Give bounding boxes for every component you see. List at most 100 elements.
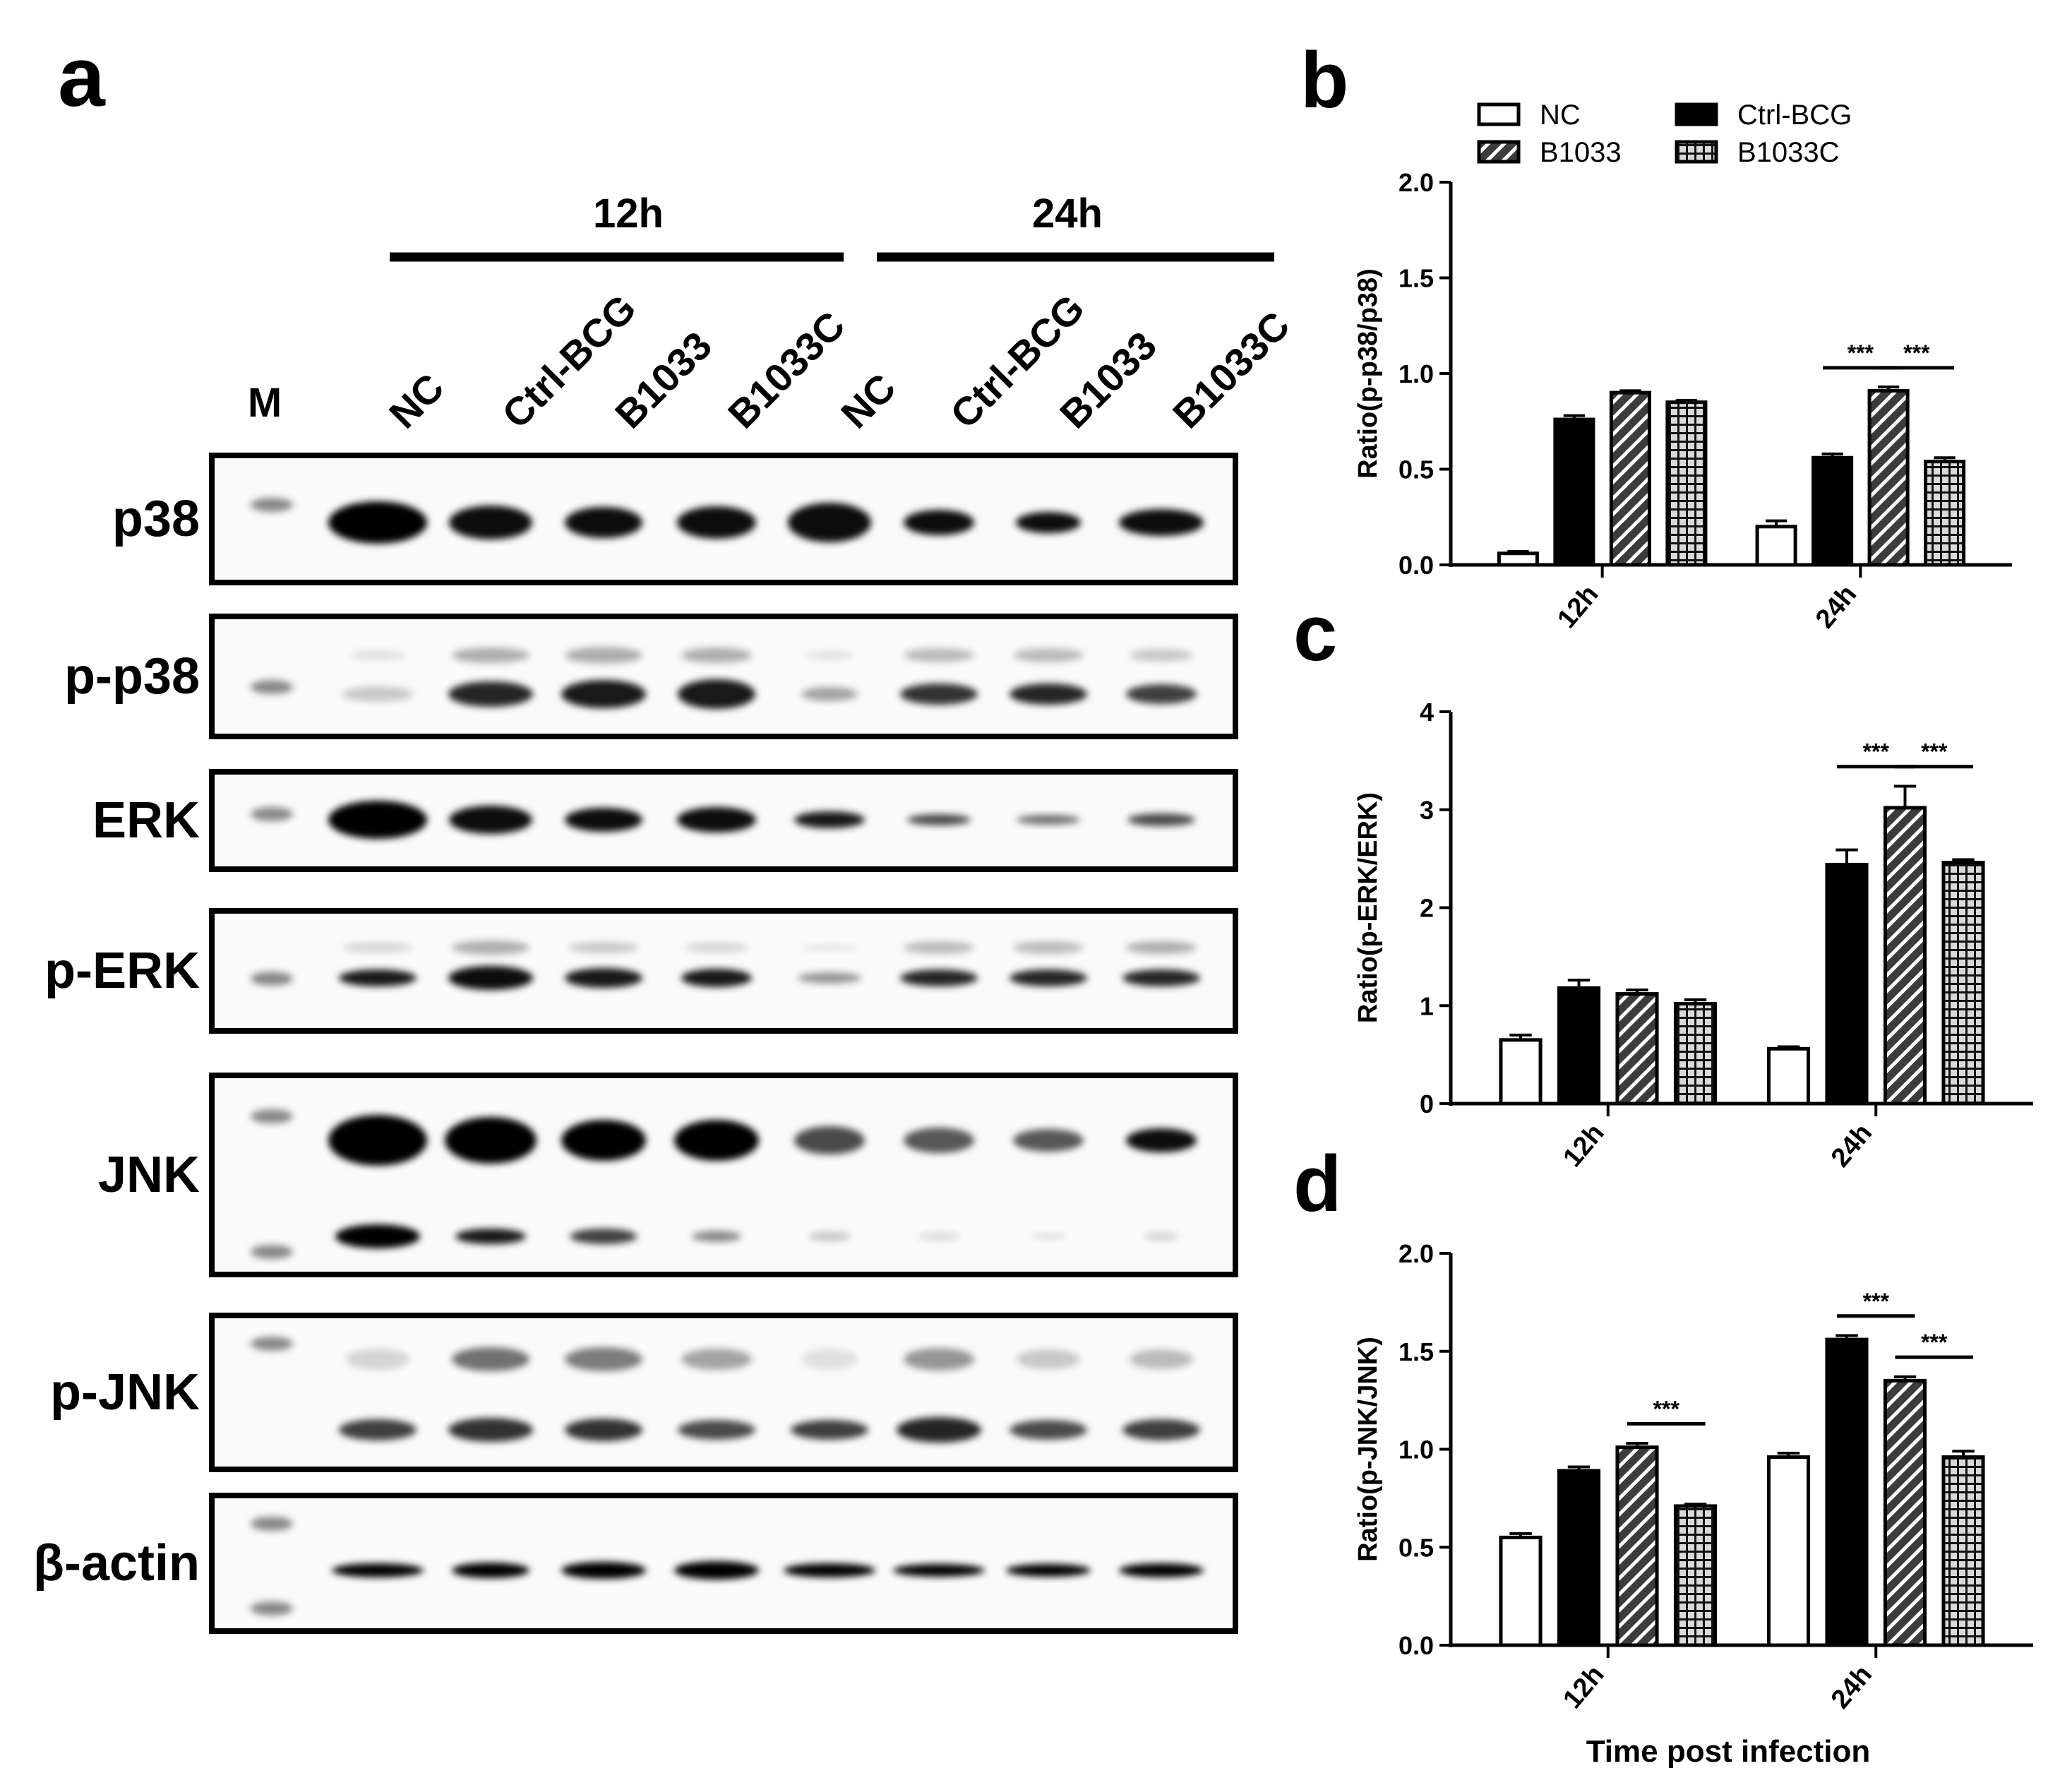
blot-row-p-erk: p-ERK	[44, 908, 1238, 1034]
blot-band	[1130, 1349, 1193, 1369]
blot-band	[1119, 509, 1204, 536]
significance-label: ***	[1903, 340, 1930, 366]
bar-b1033c-12h	[1673, 1001, 1718, 1106]
significance-label: ***	[1653, 1396, 1680, 1421]
blot-band	[897, 1417, 981, 1443]
blot-band	[349, 650, 406, 660]
blot-row-label-p-p38: p-p38	[64, 648, 200, 705]
blot-band	[570, 1229, 637, 1244]
blot-band	[1122, 1419, 1200, 1440]
bar-b1033-12h	[1615, 1445, 1659, 1647]
legend-item-ctrl-bcg: Ctrl-BCG	[1675, 100, 1852, 131]
blot-band	[448, 966, 533, 990]
marker-label: M	[248, 380, 282, 426]
y-tick-label: 0.0	[1399, 551, 1434, 580]
bar-nc-24h	[1766, 1455, 1811, 1647]
blot-band	[448, 681, 533, 707]
bar-ctrl-bcg-12h	[1557, 986, 1601, 1106]
bar-b1033-24h	[1883, 1378, 1927, 1647]
legend-label: B1033C	[1737, 137, 1840, 168]
legend-swatch	[1675, 140, 1718, 164]
blot-band	[445, 1117, 537, 1164]
blot-band	[561, 1562, 646, 1579]
blot-band	[452, 1347, 529, 1371]
x-tick-label: 12h	[1557, 1660, 1610, 1714]
y-axis-label: Ratio(p-p38/p38)	[1353, 268, 1383, 479]
blot-band	[677, 807, 756, 832]
blot-band	[1013, 648, 1084, 662]
y-tick-label: 2.0	[1399, 1239, 1434, 1268]
blot-band	[449, 506, 532, 539]
y-tick-label: 1.0	[1399, 359, 1434, 388]
blot-band	[1013, 941, 1084, 954]
blot-band	[565, 808, 642, 832]
blot-band	[335, 1224, 420, 1248]
bar-ctrl-bcg-24h	[1825, 1337, 1869, 1647]
legend-item-nc: NC	[1477, 100, 1581, 131]
marker-band	[251, 1337, 293, 1351]
marker-band	[251, 807, 293, 821]
lane-label-nc-12h: NC	[381, 365, 453, 437]
bar-b1033c-12h	[1673, 1504, 1718, 1647]
bar-b1033c-24h	[1941, 1455, 1985, 1647]
blot-band	[678, 1420, 755, 1440]
blot-band	[561, 680, 646, 708]
bar-ctrl-bcg-12h	[1557, 1469, 1601, 1647]
time-group-24h: 24h	[1032, 191, 1103, 237]
bar-nc-12h	[1499, 1038, 1543, 1106]
blot-band	[685, 943, 748, 953]
blot-band	[339, 969, 417, 986]
x-axis-title: Time post infection	[1586, 1734, 1871, 1769]
blot-band	[339, 1419, 417, 1440]
lane-label-nc-24h: NC	[832, 365, 904, 437]
blot-band	[561, 1120, 646, 1161]
bar-ctrl-bcg-12h	[1553, 417, 1595, 567]
blot-band	[1126, 684, 1197, 704]
x-tick-label: 24h	[1826, 1660, 1878, 1714]
y-tick-label: 1.5	[1399, 264, 1434, 293]
y-tick-label: 1.0	[1399, 1435, 1434, 1464]
lane-label-b1033-12h: B1033	[606, 323, 720, 436]
blot-band	[904, 941, 974, 954]
blot-band	[1006, 1564, 1091, 1577]
x-tick-label: 12h	[1557, 1118, 1610, 1173]
blot-band	[568, 942, 639, 953]
chart-b: 0.0 0.5 1.0 1.5 2.0 Ratio(p-p38/p38) 12h 24h ***…	[1353, 168, 2012, 634]
blot-band	[565, 1347, 642, 1371]
blot-band	[1126, 941, 1197, 954]
marker-band	[251, 1601, 293, 1616]
bar-nc-12h	[1497, 551, 1539, 567]
blot-band	[1127, 813, 1195, 826]
significance-label: ***	[1863, 1289, 1890, 1314]
blot-band	[1017, 1349, 1080, 1369]
blot-band	[328, 801, 427, 839]
blot-band	[918, 1232, 960, 1241]
y-tick-label: 4	[1420, 698, 1434, 727]
blot-row-label-actin: β-actin	[33, 1535, 200, 1592]
blot-frame	[209, 614, 1238, 739]
bar-b1033-24h	[1883, 806, 1927, 1106]
blot-band	[1010, 969, 1087, 986]
blot-band	[455, 1229, 526, 1244]
blot-row-label-erk: ERK	[92, 792, 200, 849]
blot-band	[801, 1349, 858, 1370]
y-tick-label: 0	[1420, 1089, 1434, 1118]
blot-band	[452, 941, 529, 955]
blot-row-actin: β-actin	[33, 1493, 1238, 1634]
blot-rows: p38 p-p38 ERK p-ERK JNK p-JNK β-actin	[33, 453, 1238, 1634]
bar-b1033-24h	[1867, 388, 1910, 567]
y-tick-label: 0.5	[1399, 1533, 1434, 1562]
marker-band	[251, 1245, 293, 1259]
legend-swatch	[1675, 102, 1718, 126]
marker-band	[251, 680, 293, 694]
blot-band	[328, 501, 427, 544]
blot-band	[346, 1349, 409, 1370]
blot-band	[791, 1420, 868, 1440]
y-axis-label: Ratio(p-ERK/ERK)	[1353, 792, 1383, 1023]
blot-row-p-p38: p-p38	[64, 614, 1238, 739]
marker-band	[251, 972, 293, 986]
significance-label: ***	[1921, 739, 1948, 765]
bar-nc-12h	[1499, 1535, 1543, 1647]
blot-band	[794, 811, 865, 828]
blot-band	[342, 943, 413, 953]
